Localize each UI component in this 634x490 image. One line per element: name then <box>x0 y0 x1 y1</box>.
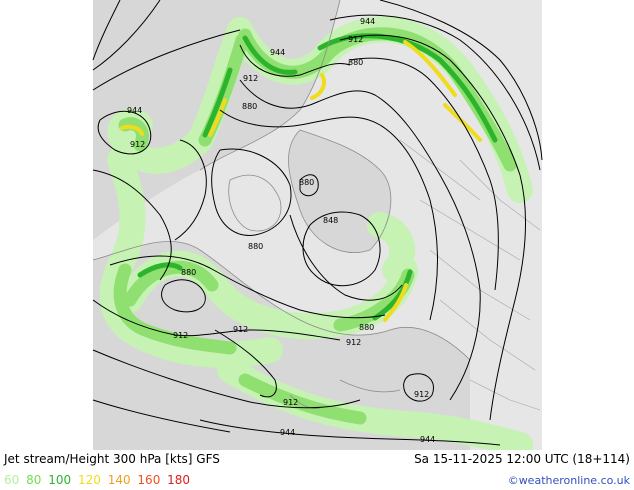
contour-label: 912 <box>346 338 361 347</box>
chart-title: Jet stream/Height 300 hPa [kts] GFS <box>4 452 220 466</box>
contour-label: 880 <box>299 178 314 187</box>
legend-item-120: 120 <box>77 473 101 487</box>
contour-label: 912 <box>173 331 188 340</box>
contour-label: 880 <box>248 242 263 251</box>
legend-item-100: 100 <box>48 473 72 487</box>
speed-legend: 60 80 100 120 140 160 180 <box>4 473 193 487</box>
contour-label: 880 <box>359 323 374 332</box>
legend-item-140: 140 <box>107 473 131 487</box>
coastlines <box>92 0 471 409</box>
contour-label: 848 <box>323 216 338 225</box>
height-contours <box>92 0 543 446</box>
contour-labels: 944 912 944 912 880 944 912 880 880 848 … <box>127 17 435 444</box>
contour-label: 912 <box>283 398 298 407</box>
contour-label: 912 <box>348 35 363 44</box>
credit-link[interactable]: ©weatheronline.co.uk <box>507 474 630 487</box>
contour-label: 944 <box>127 106 142 115</box>
contour-label: 944 <box>360 17 375 26</box>
legend-item-160: 160 <box>137 473 161 487</box>
contour-label: 944 <box>270 48 285 57</box>
contour-label: 944 <box>280 428 295 437</box>
valid-time: Sa 15-11-2025 12:00 UTC (18+114) <box>414 452 630 466</box>
contour-label: 880 <box>181 268 196 277</box>
jet-core-120kt <box>120 40 482 322</box>
legend-item-80: 80 <box>26 473 42 487</box>
contour-label: 880 <box>348 58 363 67</box>
jet-stream-map: 944 912 944 912 880 944 912 880 880 848 … <box>92 0 543 450</box>
contour-label: 912 <box>414 390 429 399</box>
legend-item-180: 180 <box>167 473 191 487</box>
contour-label: 912 <box>243 74 258 83</box>
legend-item-60: 60 <box>4 473 20 487</box>
contour-label: 944 <box>420 435 435 444</box>
contour-label: 912 <box>130 140 145 149</box>
contour-label: 912 <box>233 325 248 334</box>
contour-label: 880 <box>242 102 257 111</box>
